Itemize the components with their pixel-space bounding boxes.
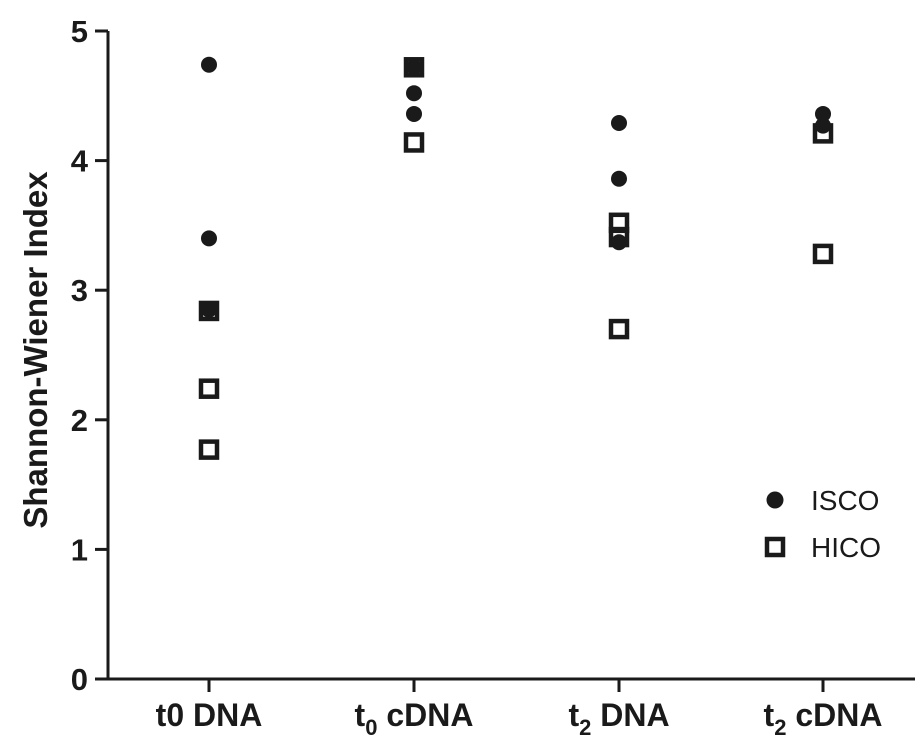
x-tick-label-main: t bbox=[568, 697, 579, 733]
x-tick-label-subscript: 2 bbox=[774, 715, 786, 738]
x-tick-label-main: t0 DNA bbox=[156, 697, 263, 733]
hico-point bbox=[608, 226, 630, 248]
hico-point bbox=[198, 439, 220, 460]
x-tick-label: t2 DNA bbox=[568, 697, 669, 738]
legend: ISCO HICO bbox=[764, 485, 881, 563]
y-tick-label: 5 bbox=[71, 14, 88, 49]
y-ticks: 0 1 2 3 4 5 bbox=[71, 14, 108, 697]
y-tick-label: 0 bbox=[71, 662, 88, 697]
x-tick-label-suffix: cDNA bbox=[377, 697, 473, 733]
y-tick-label: 3 bbox=[71, 273, 88, 308]
hico-point bbox=[403, 132, 425, 153]
legend-marker-hico bbox=[764, 536, 786, 558]
hico-point bbox=[403, 57, 425, 78]
x-tick-label-main: t bbox=[764, 697, 775, 733]
y-tick-label: 2 bbox=[71, 403, 88, 438]
isco-point bbox=[201, 56, 217, 73]
x-tick-label-suffix: DNA bbox=[591, 697, 669, 733]
hico-point bbox=[812, 243, 834, 265]
x-ticks: t0 DNA t0 cDNA t2 DNA t2 cDNA bbox=[156, 679, 883, 738]
legend-label-isco: ISCO bbox=[811, 485, 879, 516]
y-tick-label: 4 bbox=[71, 144, 89, 179]
isco-point bbox=[406, 59, 422, 76]
isco-point bbox=[201, 230, 217, 247]
isco-point bbox=[611, 115, 627, 132]
isco-point bbox=[406, 105, 422, 122]
x-tick-label-main: t bbox=[355, 697, 366, 733]
x-tick-label: t2 cDNA bbox=[764, 697, 883, 738]
isco-point bbox=[201, 301, 217, 318]
hico-point bbox=[608, 318, 630, 340]
data-points bbox=[198, 56, 834, 460]
legend-marker-isco bbox=[766, 491, 784, 509]
x-tick-label-subscript: 2 bbox=[579, 715, 591, 738]
isco-point bbox=[815, 105, 831, 122]
axes bbox=[106, 31, 915, 681]
isco-point bbox=[611, 234, 627, 251]
y-axis-label: Shannon-Wiener Index bbox=[17, 171, 54, 529]
x-tick-label: t0 DNA bbox=[156, 697, 263, 733]
isco-point bbox=[611, 170, 627, 187]
x-tick-label-suffix: cDNA bbox=[786, 697, 882, 733]
hico-point bbox=[812, 123, 834, 144]
x-tick-label: t0 cDNA bbox=[355, 697, 474, 738]
legend-label-hico: HICO bbox=[811, 532, 881, 563]
y-tick-label: 1 bbox=[71, 532, 88, 567]
hico-point bbox=[198, 378, 220, 399]
x-tick-label-subscript: 0 bbox=[365, 715, 377, 738]
isco-point bbox=[406, 85, 422, 102]
hico-point bbox=[198, 300, 220, 322]
